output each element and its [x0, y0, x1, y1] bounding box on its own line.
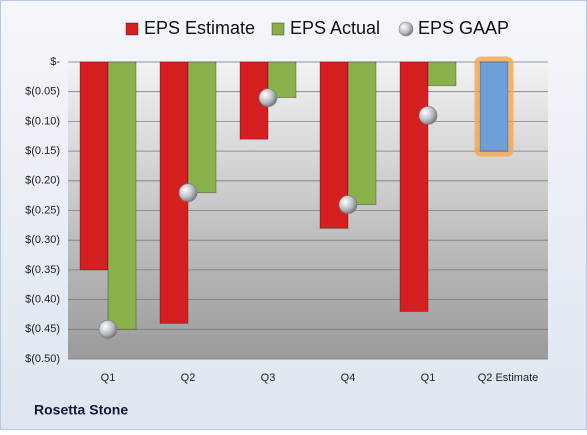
legend-label: EPS Actual — [290, 18, 380, 38]
bar — [399, 61, 429, 312]
y-tick-label: $- — [50, 56, 60, 68]
bar — [107, 61, 137, 330]
y-tick-label: $(0.10) — [25, 115, 60, 127]
y-tick-label: $(0.30) — [25, 234, 60, 246]
y-tick-label: $(0.45) — [25, 323, 60, 335]
bar — [427, 61, 457, 87]
gaap-marker — [338, 195, 358, 214]
legend-marker — [125, 22, 139, 36]
x-tick-label: Q3 — [261, 372, 276, 384]
y-tick-label: $(0.25) — [25, 204, 60, 216]
bar — [479, 61, 509, 152]
bar — [187, 61, 217, 194]
y-tick-label: $(0.15) — [25, 145, 60, 157]
y-tick-label: $(0.50) — [25, 353, 60, 365]
y-tick-label: $(0.40) — [25, 294, 60, 306]
legend-marker — [398, 21, 414, 37]
legend-label: EPS GAAP — [418, 18, 509, 38]
footer: Rosetta Stone — [34, 402, 128, 418]
legend-marker — [271, 22, 285, 36]
gaap-marker — [418, 106, 438, 125]
bar — [79, 61, 109, 271]
gaap-marker — [178, 183, 198, 202]
legend-label: EPS Estimate — [144, 18, 255, 38]
x-tick-label: Q2 Estimate — [478, 372, 539, 384]
y-tick-label: $(0.20) — [25, 175, 60, 187]
x-tick-label: Q4 — [341, 372, 356, 384]
x-tick-label: Q2 — [181, 372, 196, 384]
bar — [347, 61, 377, 205]
y-tick-label: $(0.35) — [25, 264, 60, 276]
x-tick-label: Q1 — [421, 372, 436, 384]
gaap-marker — [258, 88, 278, 107]
gaap-marker — [98, 319, 118, 339]
y-tick-label: $(0.05) — [25, 86, 60, 98]
highlight-glow — [474, 56, 514, 157]
x-tick-label: Q1 — [101, 372, 116, 384]
